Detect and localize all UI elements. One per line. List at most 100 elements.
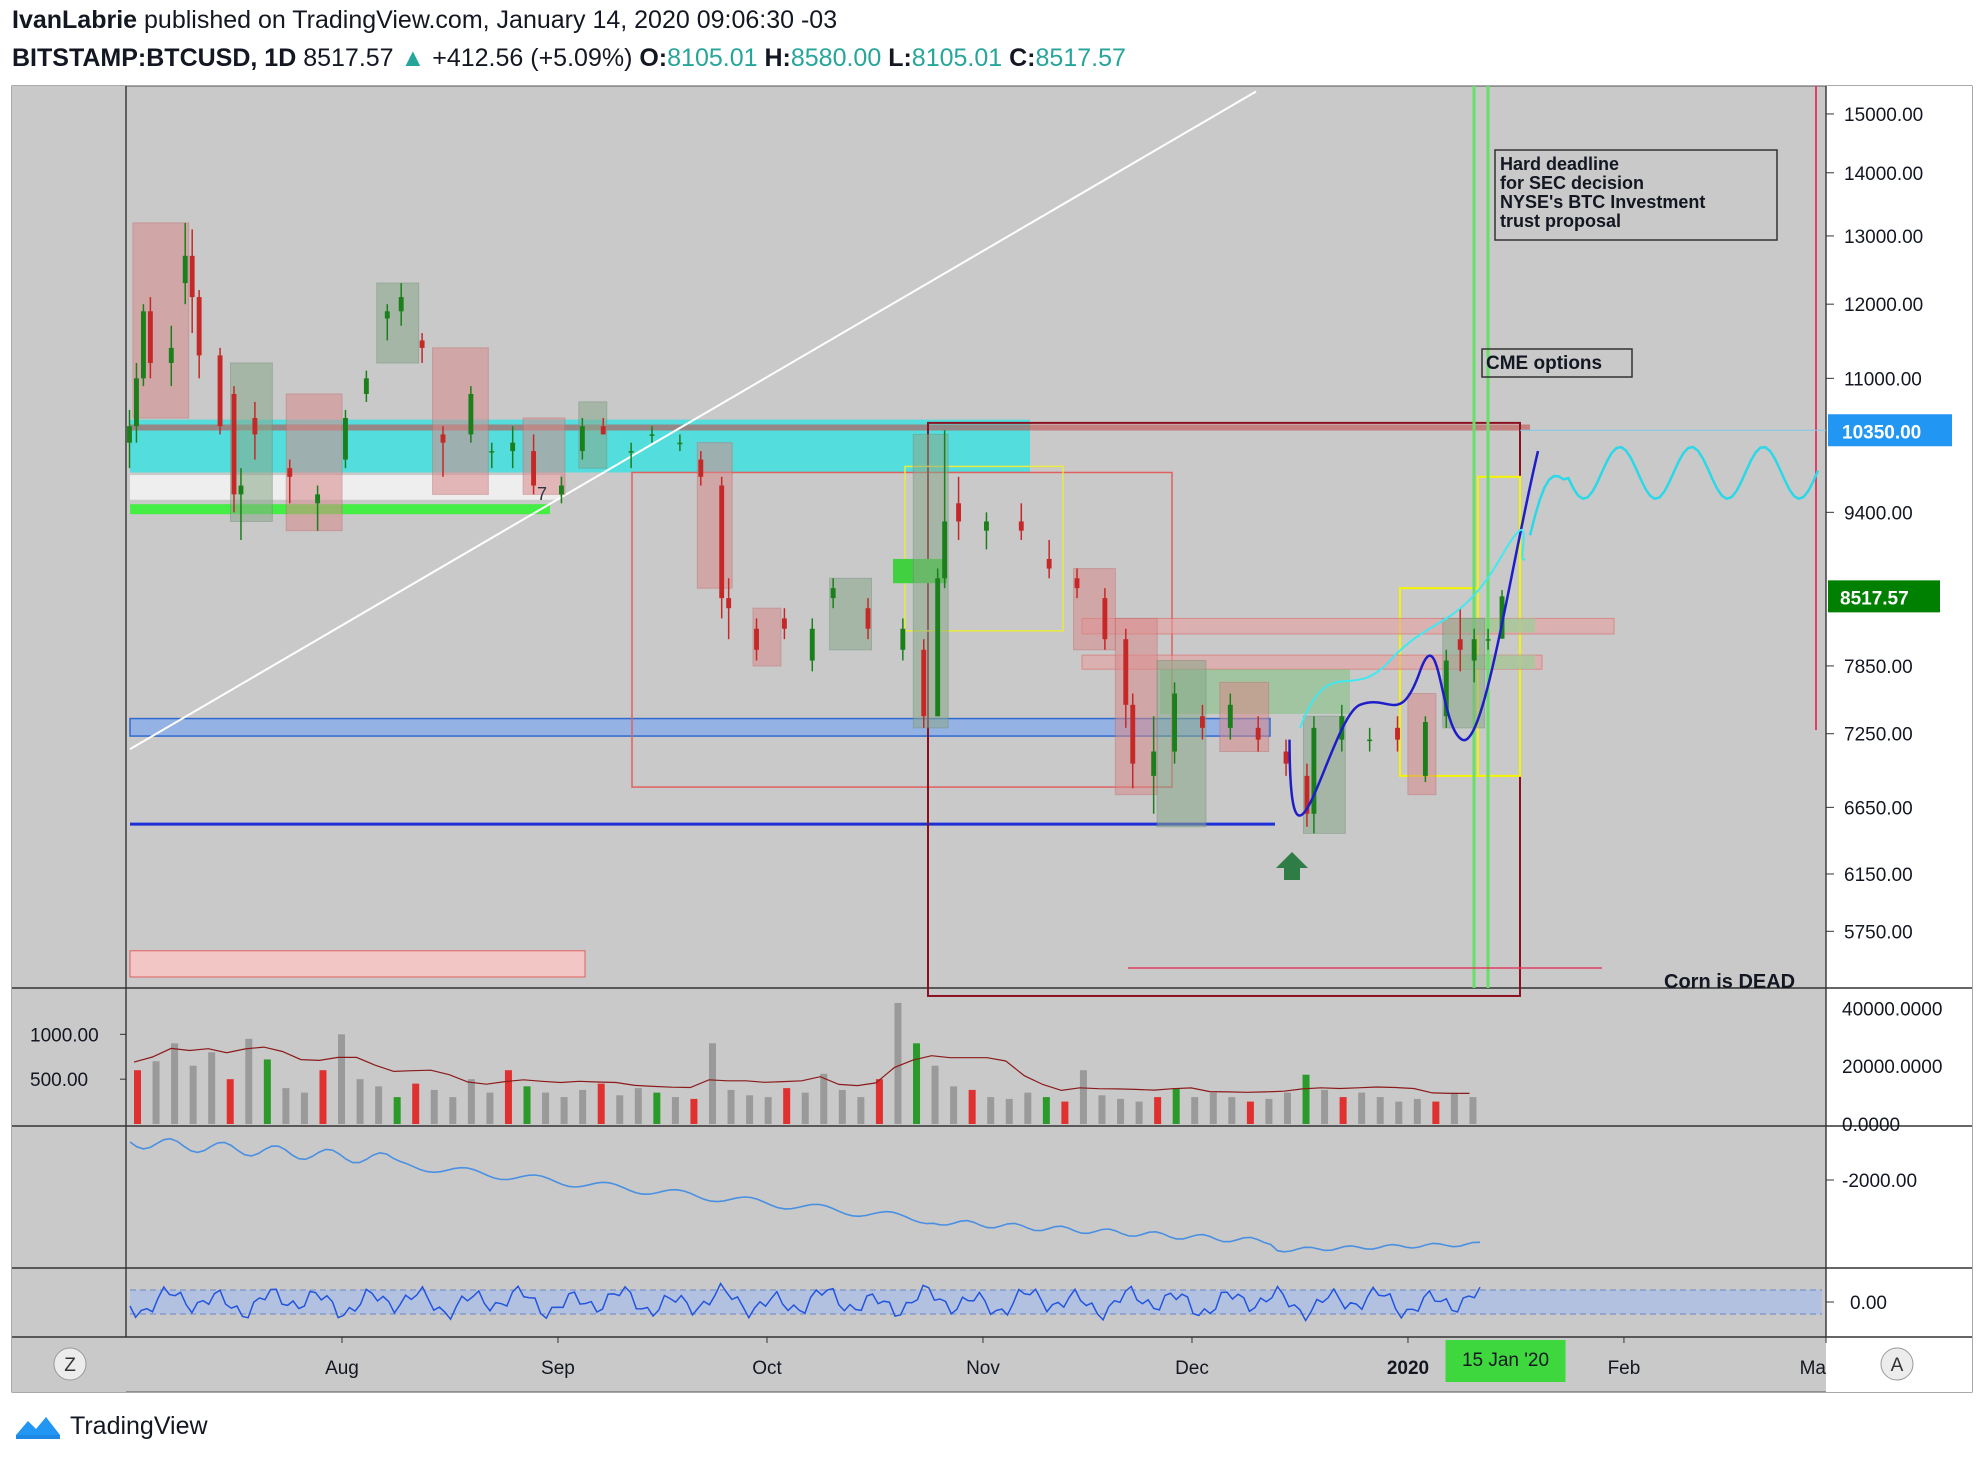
price-tick-label: 5750.00	[1844, 922, 1913, 943]
volume-bar	[653, 1092, 661, 1124]
volume-bar	[189, 1065, 197, 1124]
volume-bar	[412, 1083, 420, 1124]
candle-block	[912, 433, 949, 729]
volume-bar	[579, 1089, 587, 1124]
candle-body	[1151, 751, 1157, 776]
volume-bar	[467, 1079, 475, 1124]
candle-body	[140, 311, 146, 379]
white-zone	[130, 475, 560, 500]
volume-bar	[1450, 1092, 1458, 1124]
volume-bar	[449, 1097, 457, 1124]
volume-bar	[727, 1089, 735, 1124]
price-tick-label: 15000.00	[1844, 105, 1923, 126]
volume-bar	[838, 1089, 846, 1124]
candle-block	[1073, 568, 1116, 651]
volume-bar	[338, 1034, 346, 1124]
candle-body	[956, 503, 962, 522]
z-button-circle[interactable]	[53, 1347, 87, 1381]
time-tick-label: Feb	[1608, 1358, 1641, 1379]
volume-bar	[1339, 1097, 1347, 1124]
volume-bar	[1098, 1095, 1106, 1124]
z-button: Z	[64, 1355, 76, 1376]
author-name[interactable]: IvanLabrie	[12, 6, 138, 34]
change-value: +412.56 (+5.09%)	[432, 44, 633, 72]
tradingview-footer: TradingView	[14, 1412, 208, 1441]
sec-note-text: for SEC decision	[1500, 173, 1644, 193]
candle-body	[830, 588, 836, 599]
volume-bar	[1302, 1074, 1310, 1124]
volume-bar	[134, 1070, 141, 1124]
candle-block	[829, 577, 872, 651]
open-value: 8105.01	[667, 44, 758, 72]
a-button-circle[interactable]	[1880, 1347, 1914, 1381]
time-tick-label: Oct	[752, 1358, 782, 1379]
candle-body	[921, 649, 927, 717]
candle-body	[781, 618, 787, 629]
candle-block	[1114, 617, 1158, 796]
candle-body	[1130, 704, 1136, 764]
up-triangle-icon: ▲	[400, 44, 426, 72]
candle-body	[1074, 578, 1080, 589]
volume-bar	[1395, 1101, 1403, 1124]
candle-block	[1219, 681, 1270, 753]
candle-body	[1227, 704, 1233, 728]
volume-bar	[1469, 1097, 1477, 1124]
candle-body	[1311, 727, 1317, 814]
volume-bar	[1228, 1097, 1236, 1124]
sec-note-text: trust proposal	[1500, 211, 1621, 231]
sec-note-text: NYSE's BTC Investment	[1500, 192, 1705, 212]
volume-bar	[913, 1043, 921, 1124]
footer-brand[interactable]: TradingView	[70, 1412, 208, 1440]
candle-body	[1018, 521, 1024, 531]
volume-bar	[1024, 1092, 1032, 1124]
candle-body	[1443, 660, 1449, 717]
buy-arrow-icon	[1276, 852, 1308, 880]
volume-bar	[1413, 1098, 1421, 1124]
volume-bar	[1265, 1098, 1273, 1124]
volume-bar	[560, 1097, 568, 1124]
volume-pane	[133, 1002, 1477, 1124]
candle-body	[1395, 727, 1400, 740]
candle-body	[168, 347, 174, 363]
candle-body	[809, 628, 815, 661]
candle-body	[726, 598, 732, 609]
time-tick-label: Sep	[541, 1358, 575, 1379]
oscillator-pane	[129, 1281, 1822, 1323]
oscillator-label: 0.00	[1850, 1293, 1887, 1314]
level-price-tag	[1828, 414, 1952, 447]
volume-bar	[523, 1086, 531, 1124]
date-highlight-tag	[1445, 1340, 1566, 1382]
volume-bar	[783, 1088, 791, 1124]
volume-bar	[597, 1083, 605, 1124]
volume-bar	[1321, 1089, 1329, 1124]
candle-body	[698, 459, 704, 477]
date-highlight-label: 15 Jan '20	[1462, 1350, 1549, 1371]
high-value: 8580.00	[790, 44, 882, 72]
candle-body	[865, 608, 871, 629]
volume-bar	[857, 1097, 865, 1124]
volume-bar	[616, 1095, 624, 1124]
candle-body	[468, 393, 474, 435]
candle-body	[1102, 598, 1108, 640]
candle-body	[649, 434, 655, 436]
high-label: H:	[764, 44, 791, 72]
time-axis: Aug Sep Oct Nov Dec 2020 Feb Ma 15 Jan '20	[325, 1337, 1827, 1382]
candle-body	[363, 378, 369, 394]
volume-bar	[764, 1097, 772, 1124]
candle-body	[1485, 639, 1491, 641]
candle-body	[238, 485, 244, 495]
volume-left-label: 1000.00	[30, 1025, 99, 1046]
level-price-label: 10350.00	[1842, 422, 1921, 443]
candle-body	[1367, 739, 1373, 742]
volume-bar	[875, 1079, 883, 1124]
volume-bar	[245, 1038, 253, 1124]
count-label: 7	[537, 484, 547, 504]
last-price-label: 8517.57	[1840, 588, 1909, 609]
volume-bar	[1376, 1097, 1384, 1124]
candle-body	[600, 426, 606, 435]
volume-bar	[708, 1043, 716, 1124]
volume-bar	[208, 1052, 216, 1124]
candle-body	[1199, 716, 1205, 728]
candle-body	[252, 417, 258, 435]
